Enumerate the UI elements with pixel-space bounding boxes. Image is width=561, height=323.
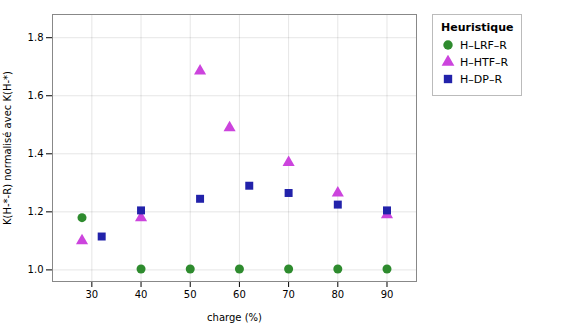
svg-text:90: 90 [381,289,394,300]
html-text:Heuristique: Heuristique [441,21,514,34]
html-text:H–HTF–R: H–HTF–R [460,55,509,69]
svg-text:K(H-*-R) normalisé avec K(H-*): K(H-*-R) normalisé avec K(H-*) [2,71,13,225]
html-text:H–LRF–R: H–LRF–R [460,38,507,52]
svg-text:80: 80 [331,289,344,300]
svg-text:1.8: 1.8 [28,32,44,43]
svg-text:70: 70 [282,289,295,300]
svg-text:1.0: 1.0 [28,264,44,275]
svg-text:charge (%): charge (%) [207,312,262,323]
html-text:H–DP–R: H–DP–R [460,72,502,86]
svg-text:1.6: 1.6 [28,90,44,101]
svg-text:1.4: 1.4 [28,148,44,159]
svg-text:50: 50 [184,289,197,300]
svg-text:30: 30 [85,289,98,300]
svg-text:40: 40 [135,289,148,300]
svg-text:1.2: 1.2 [28,206,44,217]
svg-text:60: 60 [233,289,246,300]
